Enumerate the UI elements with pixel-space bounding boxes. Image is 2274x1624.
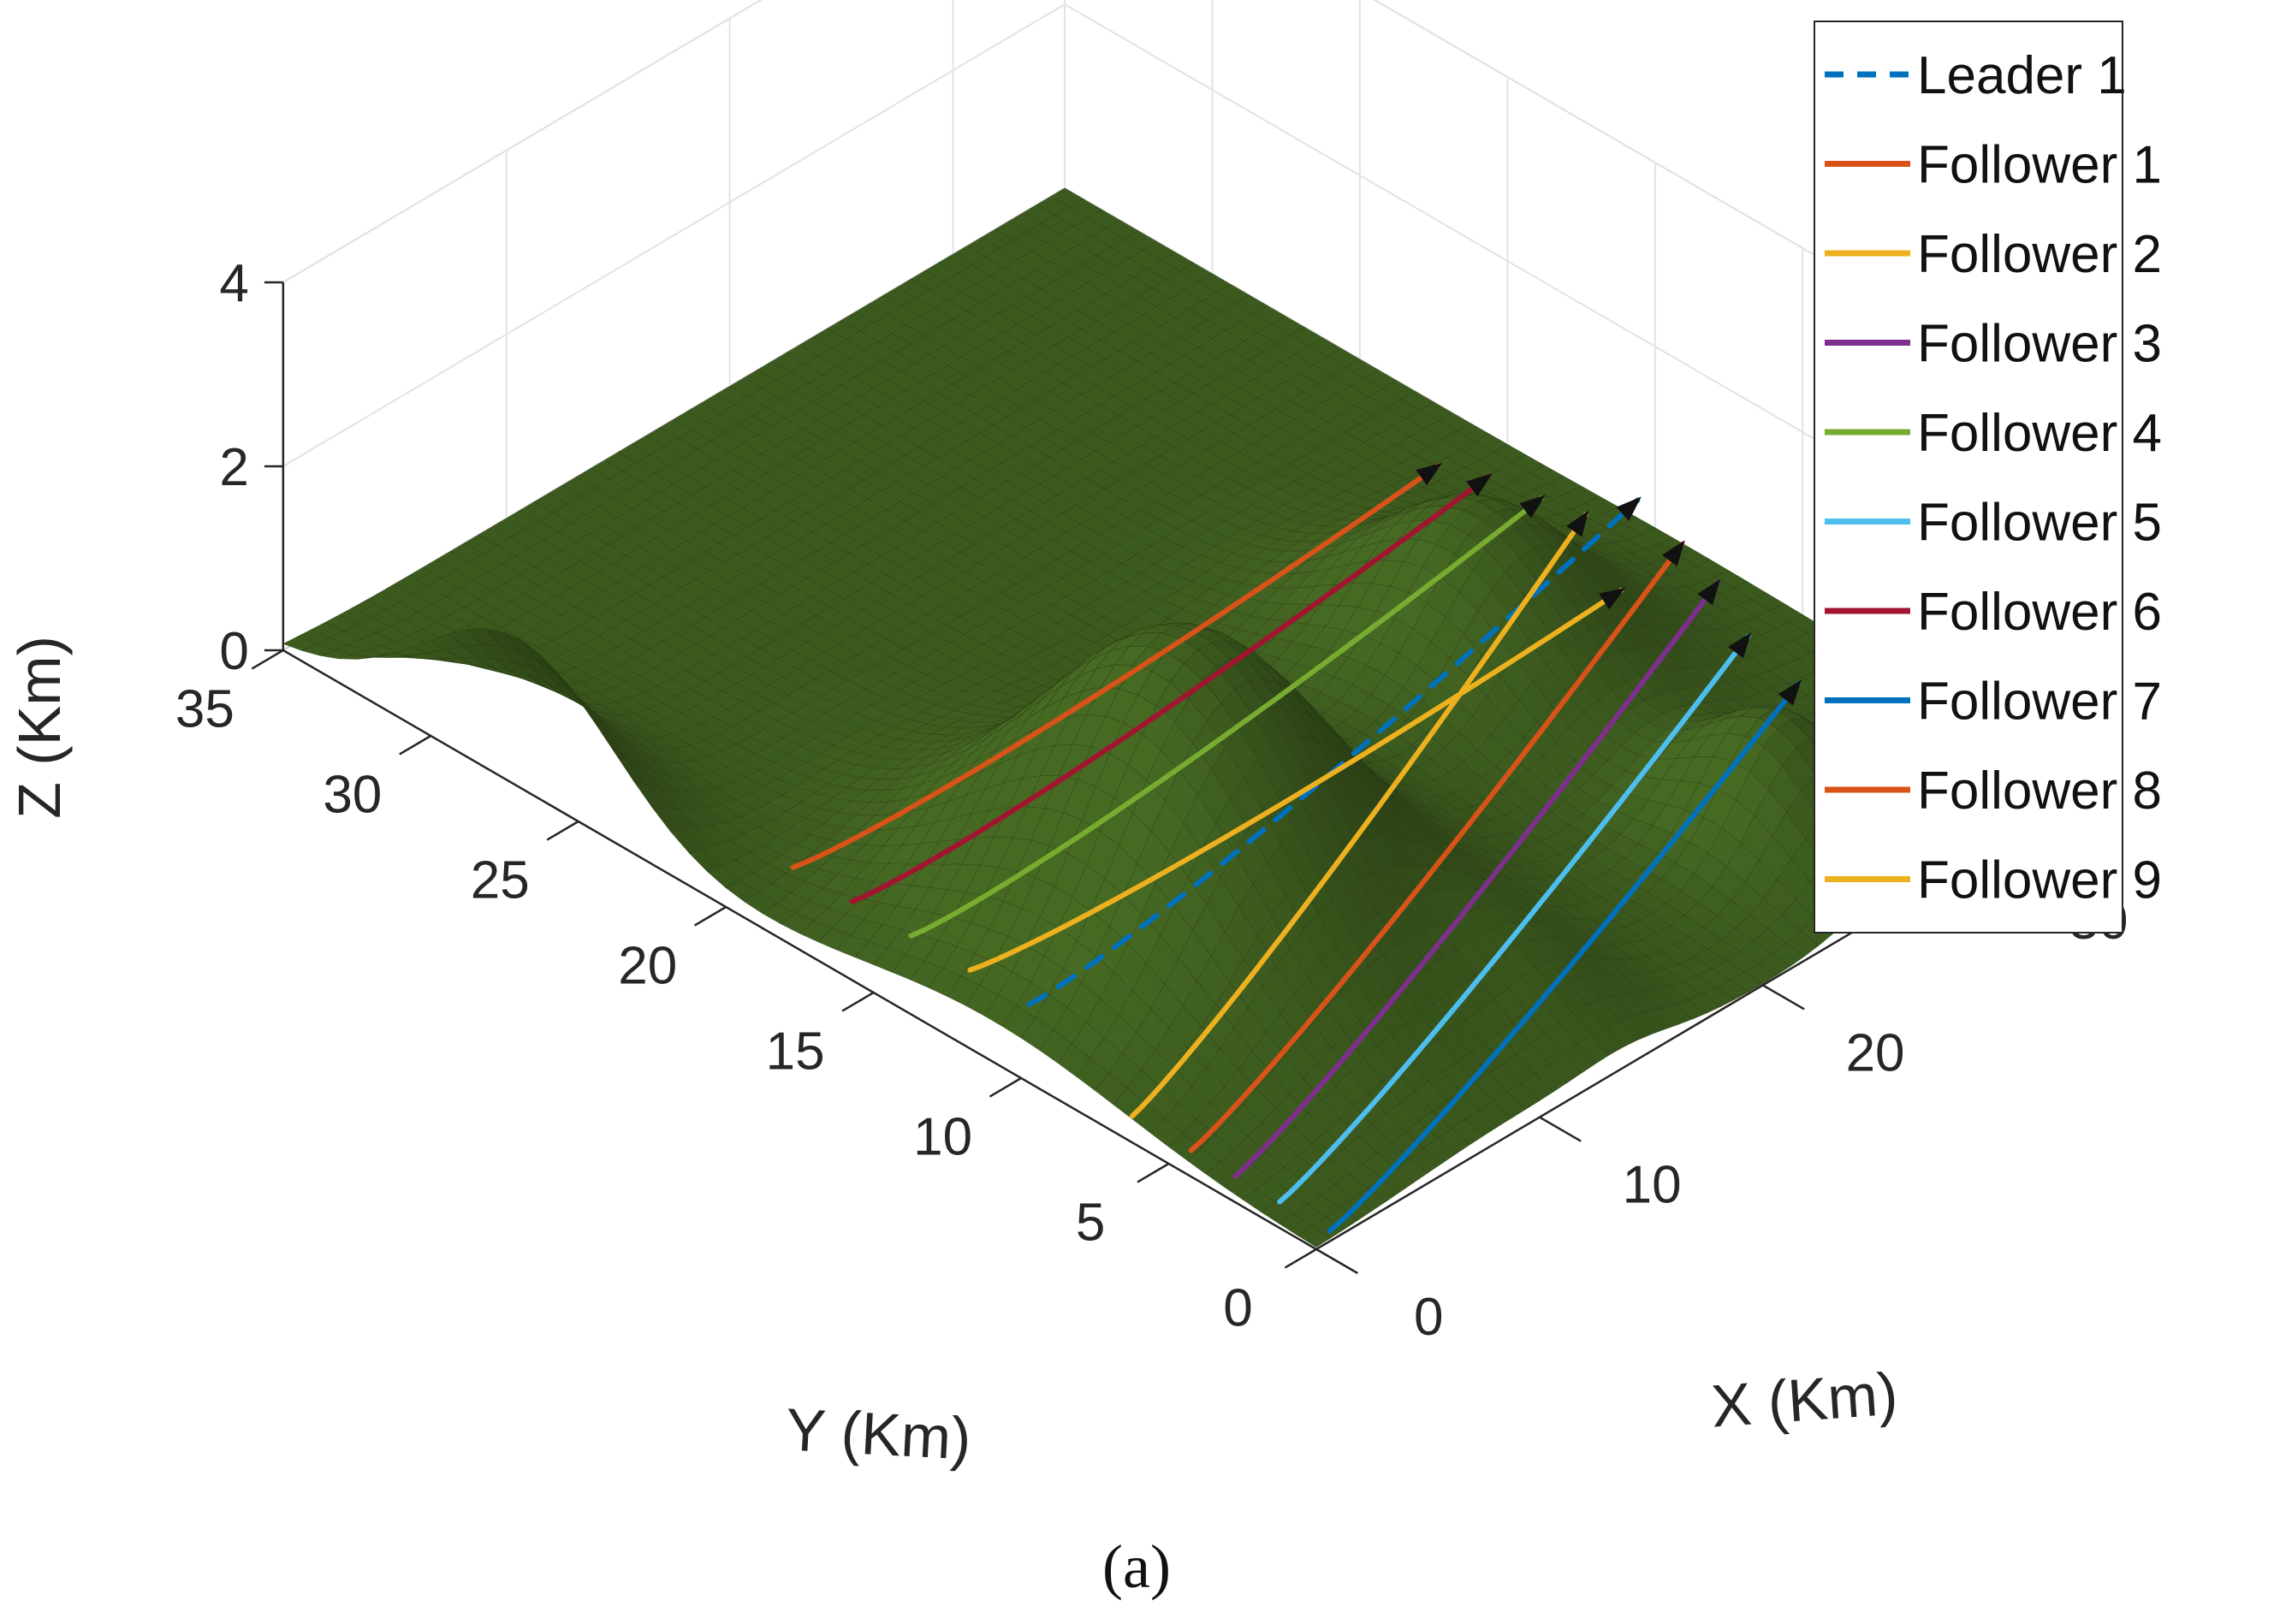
y-tick-label: 10 [913,1107,972,1166]
trajectory-follower-4 [908,495,1545,939]
z-tick-label: 2 [219,438,248,497]
legend-entry-label: Follower 3 [1917,315,2162,374]
y-tick-label: 5 [1076,1193,1105,1252]
legend-entry-label: Follower 2 [1917,225,2162,284]
trajectory-follower-7 [1327,681,1802,1234]
figure-caption: (a) [1102,1532,1171,1601]
legend-entry-label: Leader 1 [1917,46,2127,105]
gridline [282,3,2099,604]
trajectory-arrowhead [1466,473,1493,497]
legend-entry-label: Follower 7 [1917,673,2162,732]
x-tick-label: 20 [1846,1023,1905,1082]
y-tick [251,649,284,670]
trajectory-arrowhead [1519,495,1546,519]
z-tick-label: 0 [219,622,248,681]
z-tick-label: 4 [219,254,248,313]
y-tick [1284,1248,1317,1269]
y-tick-label: 20 [618,936,677,995]
trajectory-follower-9 [967,587,1624,973]
y-tick [694,905,727,927]
y-tick [546,820,579,841]
trajectory-arrowhead [1778,679,1802,706]
trajectory-arrowhead [1616,496,1642,521]
trajectory-arrowhead [1416,463,1443,486]
y-tick [989,1076,1022,1098]
x-tick-label: 10 [1623,1156,1682,1215]
trajectory-follower-5 [1277,633,1751,1205]
y-tick-label: 0 [1223,1278,1252,1337]
legend-entry-label: Follower 9 [1917,851,2162,910]
tick-labels: 051015202530350102030024 [175,254,2129,1347]
x-tick [1539,1116,1582,1142]
trajectory-follower-8 [790,463,1441,870]
x-tick-label: 0 [1414,1288,1443,1347]
y-tick-label: 35 [175,679,235,738]
trajectory-follower-6 [849,473,1491,904]
legend-entry-label: Follower 8 [1917,762,2162,821]
surface-patch [1297,1226,1331,1248]
y-axis-line [282,649,1317,1251]
terrain-surface [282,187,2099,1248]
legend-entry-label: Follower 6 [1917,583,2162,642]
trajectory-follower-1 [1188,542,1685,1153]
trajectory-arrowhead [1566,510,1589,537]
y-axis-label: Y (Km) [784,1396,972,1472]
y-tick [1137,1162,1170,1183]
legend-box [1814,21,2123,934]
legend-entry-label: Follower 5 [1917,494,2162,553]
legend-entry-label: Follower 1 [1917,136,2162,195]
legend: Leader 1 Follower 1 Follower 2 Follower 3 Fo… [1814,21,2162,934]
y-tick [841,991,875,1012]
trajectory-arrowhead [1599,587,1626,610]
x-tick [1315,1248,1358,1275]
trajectories [790,463,1802,1234]
z-axis-label: Z (Km) [6,636,73,819]
trajectory-arrowhead [1697,578,1721,606]
trajectory-arrowhead [1662,540,1685,566]
trajectory-follower-2 [1129,512,1588,1119]
trajectory-follower-3 [1232,580,1720,1179]
y-tick-label: 25 [471,851,530,910]
x-axis-label: X (Km) [1709,1360,1900,1440]
y-tick-label: 15 [766,1022,825,1081]
y-tick-label: 30 [323,765,382,824]
legend-entry-label: Follower 4 [1917,404,2162,463]
y-tick [399,734,431,756]
x-tick [1762,984,1805,1011]
gridline [282,0,2099,420]
trajectory-arrowhead [1728,631,1752,659]
